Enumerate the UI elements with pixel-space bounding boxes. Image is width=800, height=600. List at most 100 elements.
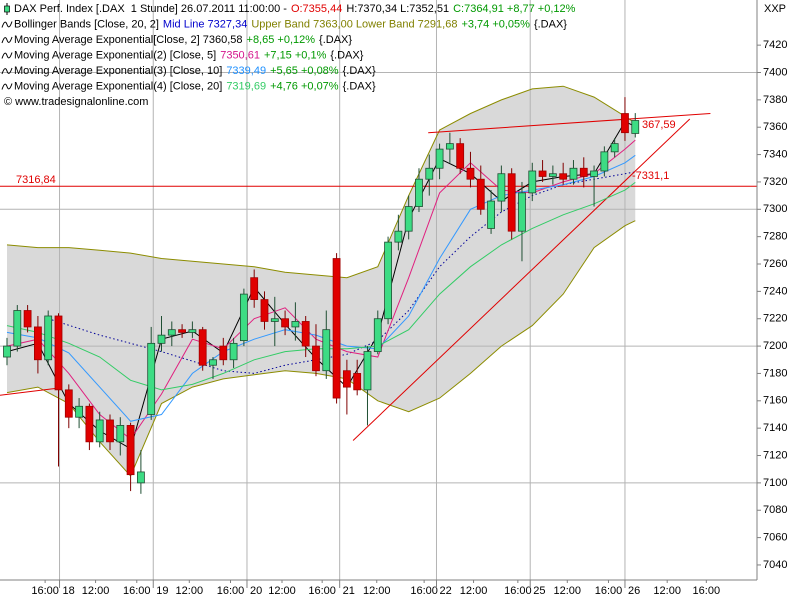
y-tick-label: 7040	[763, 559, 787, 571]
candle-body	[621, 113, 629, 134]
candle-body	[507, 173, 516, 232]
candle-body	[126, 425, 135, 476]
legend-text: O:7355,44	[291, 3, 342, 15]
legend-text: Moving Average Exponential[Close, 2] 736…	[14, 34, 243, 46]
moving-average	[6, 121, 636, 450]
candle-body	[95, 419, 104, 443]
candle-body	[353, 373, 362, 391]
candle-body	[600, 151, 609, 172]
legend-text: {.DAX}	[319, 34, 352, 46]
candle-body	[116, 425, 125, 443]
y-tick-label: 7080	[763, 504, 787, 516]
candle-body	[157, 334, 166, 344]
day-tick-label: 18	[63, 585, 75, 597]
candle-body	[281, 318, 289, 328]
y-tick-label: 7100	[763, 477, 787, 489]
y-tick-label: 7240	[763, 285, 787, 297]
legend-text: © www.tradesignalonline.com	[4, 96, 148, 108]
legend-icon	[1, 67, 13, 75]
y-tick-label: 7420	[763, 39, 787, 51]
candle-body	[229, 342, 238, 361]
y-tick-label: 7200	[763, 340, 787, 352]
candle-body	[518, 192, 526, 232]
legend-text: +4,76 +0,07%	[270, 80, 339, 92]
legend-text: 7319,69	[226, 80, 266, 92]
candle-body	[260, 299, 269, 322]
candle-body	[631, 120, 640, 134]
y-tick-label: 7280	[763, 231, 787, 243]
x-tick-label: 16:00	[308, 585, 336, 597]
candle-body	[415, 178, 423, 207]
legend-line: DAX Perf. Index [.DAX 1 Stunde] 26.07.20…	[14, 3, 576, 15]
price-label: 367,59	[642, 119, 676, 131]
candle-body	[312, 345, 320, 372]
legend-line: © www.tradesignalonline.com	[4, 96, 148, 108]
x-tick-label: 12:00	[268, 585, 296, 597]
candle-body	[270, 318, 279, 322]
candle-body	[44, 315, 53, 361]
candle-body	[394, 230, 403, 243]
candle-body	[425, 167, 434, 180]
moving-average	[6, 154, 636, 422]
candle-body	[3, 345, 11, 358]
day-tick-label: 19	[156, 585, 168, 597]
candle-body	[569, 167, 578, 180]
candle-body	[250, 277, 259, 300]
candle-body	[445, 143, 454, 150]
legend-text: {.DAX}	[330, 49, 363, 61]
candle-body	[548, 173, 557, 177]
day-tick-label: 21	[343, 585, 355, 597]
candle-body	[198, 329, 207, 366]
band-upper	[6, 85, 636, 279]
candle-body	[209, 359, 217, 366]
candle-body	[188, 329, 197, 333]
x-tick-label: 12:00	[363, 585, 391, 597]
candle-body	[487, 200, 495, 229]
legend-text: Bollinger Bands [Close, 20, 2]	[14, 18, 159, 30]
candle-body	[219, 345, 228, 361]
legend-text: 7339,49	[226, 65, 266, 77]
candle-body	[384, 241, 392, 320]
candle-body	[136, 471, 145, 484]
x-tick-label: 16:00	[693, 585, 721, 597]
x-tick-label: 12:00	[176, 585, 204, 597]
candle-body	[538, 170, 547, 177]
day-tick-label: 20	[250, 585, 262, 597]
legend-text: +5,65 +0,08%	[270, 65, 339, 77]
candle-body	[23, 310, 32, 328]
y-tick-label: 7300	[763, 203, 787, 215]
legend-icon	[1, 52, 13, 59]
legend-text: C:7364,91 +8,77 +0,12%	[453, 3, 576, 15]
x-tick-label: 12:00	[554, 585, 582, 597]
legend-icon	[1, 83, 13, 90]
candle-body	[291, 321, 300, 328]
legend-line: Moving Average Exponential(2) [Close, 5]…	[14, 49, 364, 61]
legend-text: +8,65 +0,12%	[247, 34, 316, 46]
x-tick-label: 16:00	[217, 585, 245, 597]
y-tick-label: 7120	[763, 449, 787, 461]
x-tick-label: 16:00	[123, 585, 151, 597]
y-tick-label: 7380	[763, 94, 787, 106]
candle-body	[34, 326, 42, 361]
candle-body	[559, 173, 568, 180]
candle-body	[64, 389, 73, 418]
legend-text: Moving Average Exponential(4) [Close, 20…	[14, 80, 222, 92]
y-tick-label: 7060	[763, 532, 787, 544]
candle-body	[13, 310, 22, 347]
legend-line: Bollinger Bands [Close, 20, 2] Mid Line 7…	[14, 18, 567, 30]
legend-text: Moving Average Exponential(2) [Close, 5]	[14, 49, 216, 61]
day-tick-label: 25	[533, 585, 545, 597]
candle-body	[106, 419, 114, 443]
candle-body	[456, 143, 465, 169]
x-tick-label: 16:00	[595, 585, 623, 597]
legend-icon	[1, 21, 13, 28]
y-tick-label: 7260	[763, 258, 787, 270]
symbol: XXP	[764, 3, 786, 15]
trendline	[352, 118, 691, 441]
candle-body	[476, 178, 485, 210]
legend-text: {.DAX}	[534, 18, 567, 30]
candle-body	[167, 329, 176, 336]
x-tick-label: 12:00	[653, 585, 681, 597]
trendline	[428, 113, 711, 134]
